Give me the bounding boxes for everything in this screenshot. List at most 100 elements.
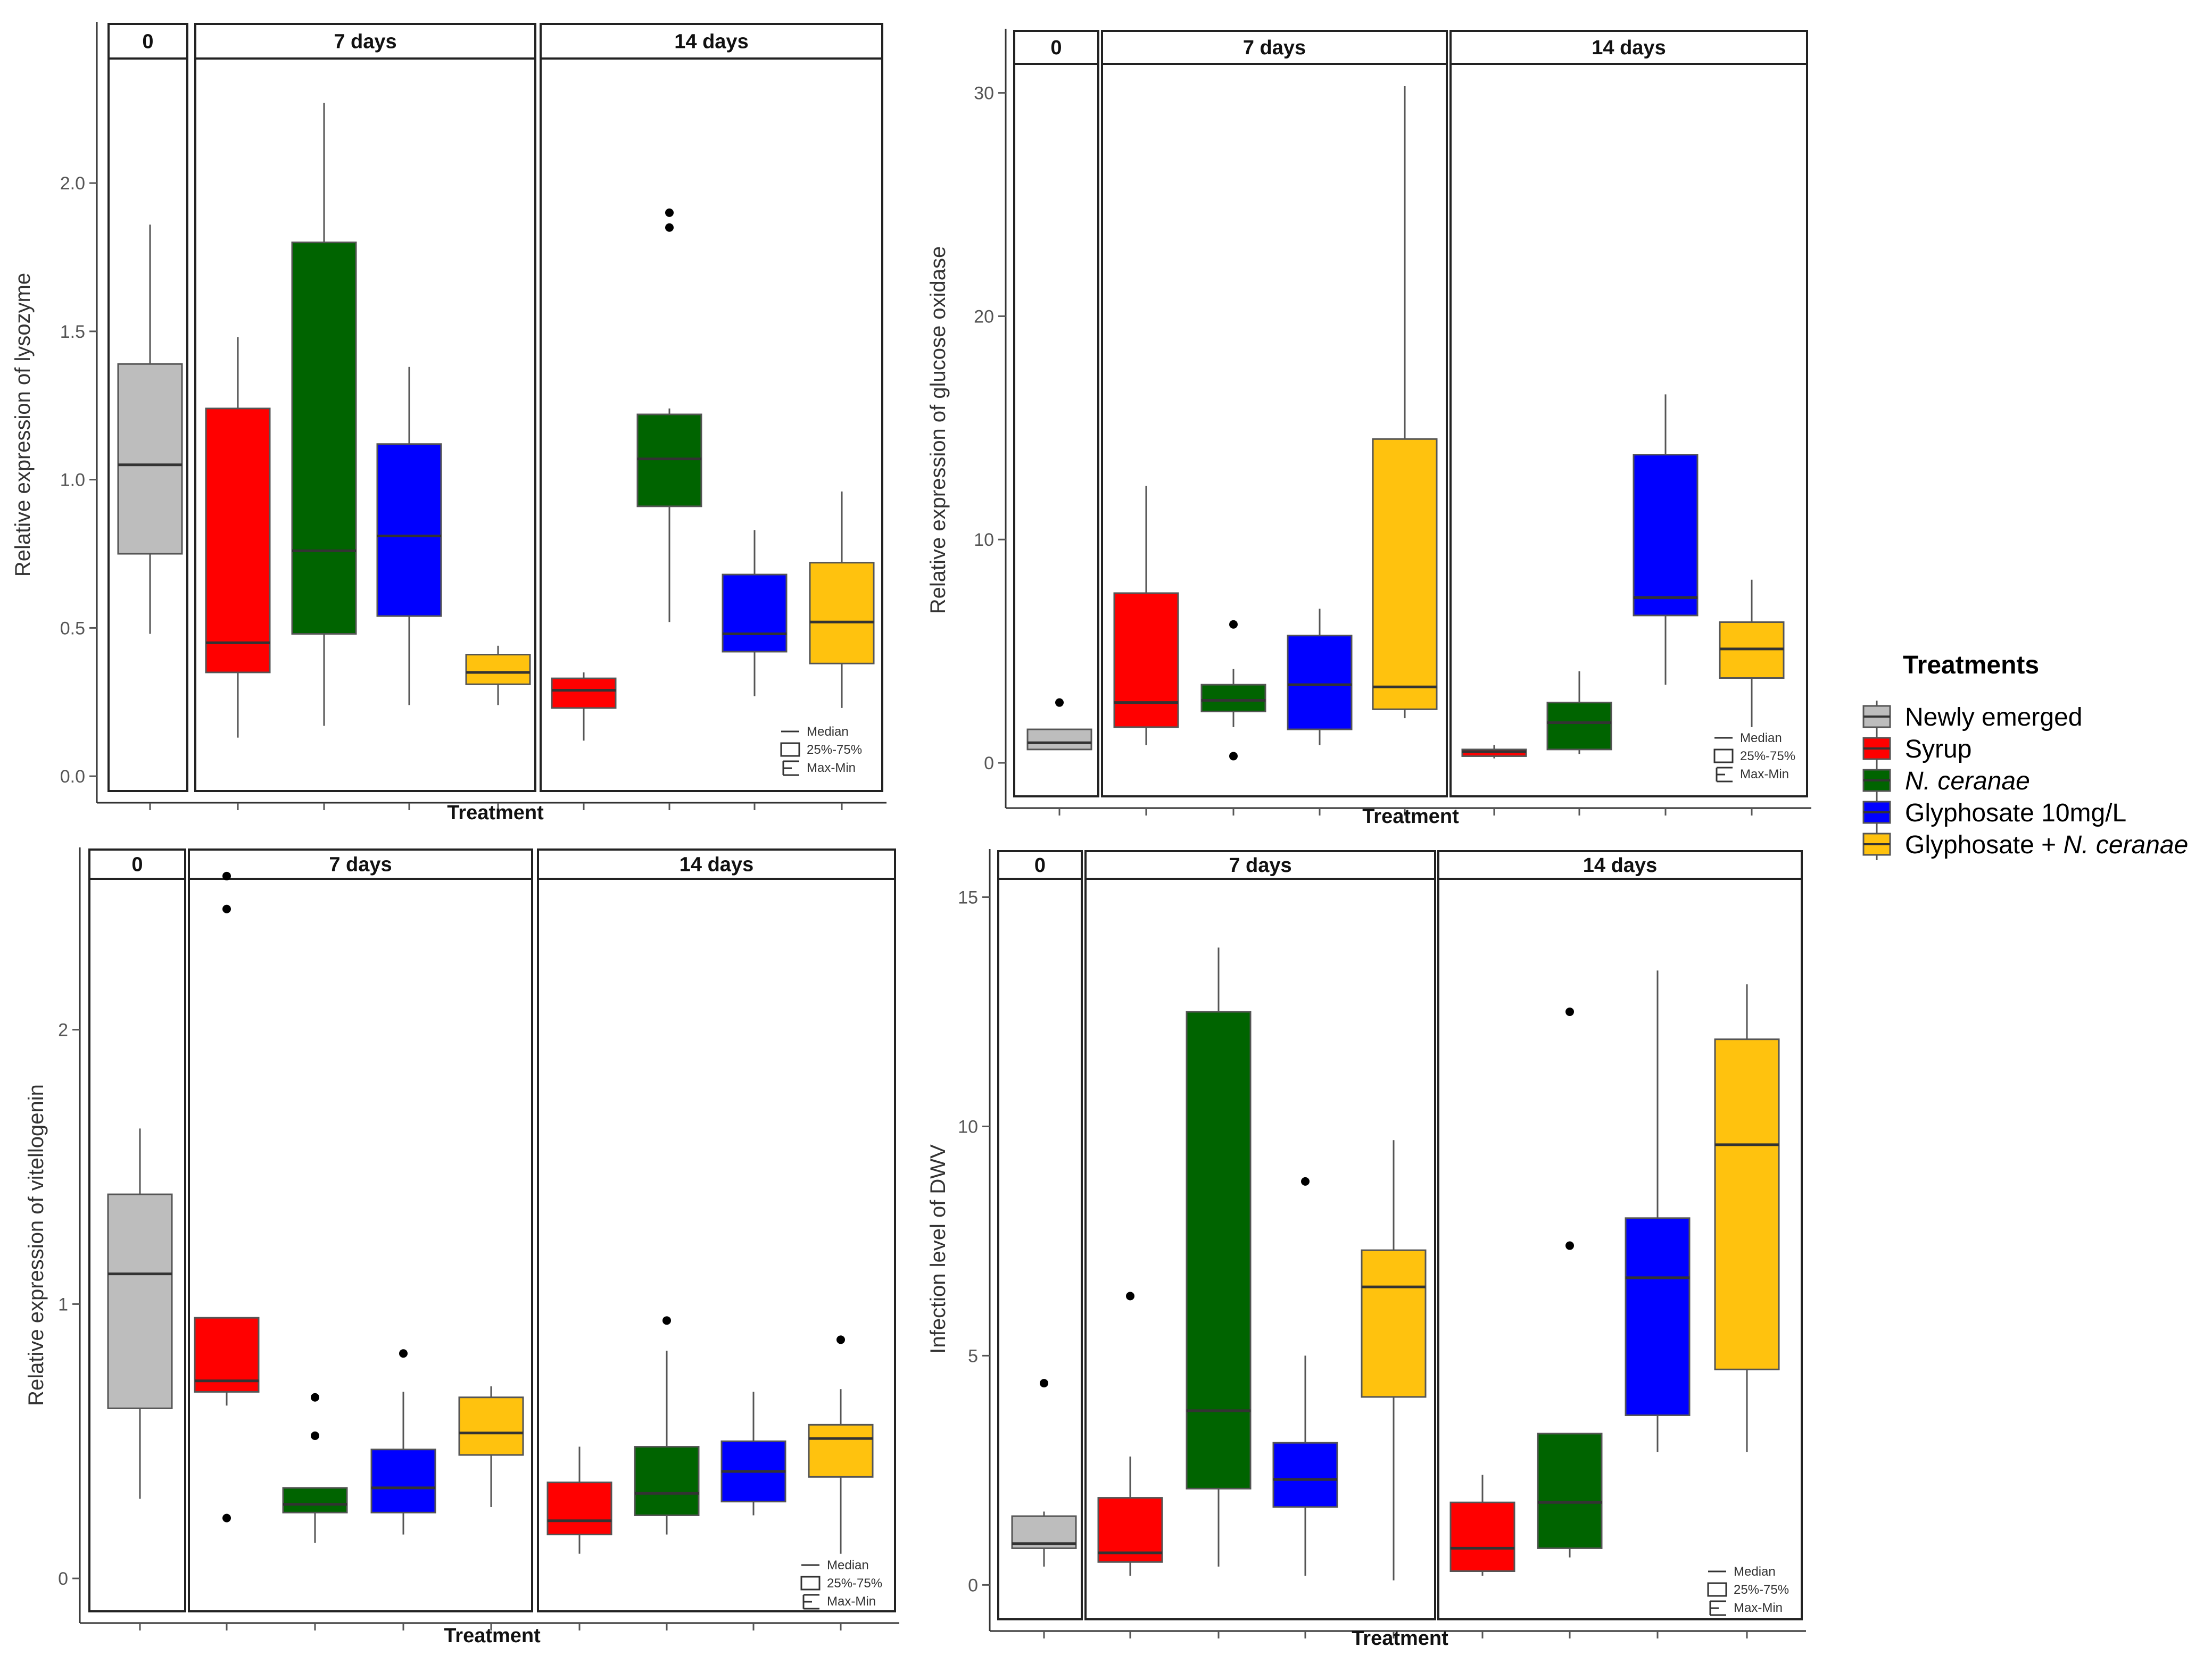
strip-day14-label: 14 days — [680, 854, 753, 876]
y-tick-label-1: 10 — [974, 530, 994, 550]
legend-item-syrup: Syrup — [1862, 733, 1971, 764]
outlier-point-1 — [665, 208, 674, 217]
y-tick-label-3: 30 — [974, 84, 994, 104]
key-iqr-label: 25%-75% — [1740, 749, 1795, 763]
box-glyphosate-n-ceranae-14-days — [1714, 984, 1780, 1452]
y-tick-label-3: 1.5 — [60, 322, 85, 342]
iqr-box — [291, 242, 357, 635]
key-range-label: Max-Min — [827, 1594, 876, 1609]
strip-day0-box — [88, 848, 186, 880]
outlier-point-0 — [1126, 1292, 1134, 1301]
box-newly-emerged-0 — [117, 224, 183, 634]
box-glyphosate-n-ceranae-7-days — [1361, 1140, 1427, 1580]
y-tick-label-3: 15 — [958, 887, 978, 908]
legend-label: N. ceranae — [1905, 767, 2030, 795]
box-glyphosate-n-ceranae-14-days — [808, 1335, 874, 1554]
key-median-label: Median — [1740, 731, 1782, 745]
y-tick-label-0: 0 — [968, 1575, 978, 1595]
outlier-point-0 — [399, 1349, 408, 1358]
legend-label: Newly emerged — [1905, 703, 2082, 731]
legend-label: Syrup — [1905, 735, 1971, 763]
y-tick-label-2: 10 — [958, 1117, 978, 1137]
legend-title: Treatments — [1903, 651, 2039, 679]
strip-day0-box — [107, 23, 188, 60]
iqr-box — [1449, 1501, 1515, 1572]
strip-day7-label: 7 days — [329, 854, 392, 876]
iqr-box — [1186, 1011, 1252, 1490]
box-syrup-7-days — [194, 871, 260, 1522]
box-syrup-14-days — [546, 1446, 612, 1554]
chart-lysozyme: 0 7 days 14 days 0.0 0.5 1.0 1.5 2.0 Relative ex… — [11, 22, 887, 824]
strip-day7-label: 7 days — [1229, 854, 1291, 877]
legend-item-glyphosate-10mg-l: Glyphosate 10mg/L — [1862, 796, 2126, 828]
y-tick-label-4: 2.0 — [60, 173, 85, 194]
iqr-box — [458, 1396, 524, 1456]
y-axis-label: Relative expression of vitellogenin — [24, 1084, 48, 1406]
box-n-ceranae-14-days — [1546, 671, 1612, 754]
iqr-box — [1537, 1433, 1603, 1549]
box-key: Median 25%-75% Max-Min — [1713, 731, 1795, 783]
box-n-ceranae-14-days — [1537, 1007, 1603, 1558]
outlier-point-0 — [1301, 1177, 1310, 1186]
box-key: Median 25%-75% Max-Min — [800, 1558, 882, 1610]
iqr-box — [1272, 1442, 1338, 1508]
box-glyphosate-10mg-l-7-days — [370, 1349, 436, 1535]
iqr-box — [1097, 1497, 1163, 1563]
key-range-label: Max-Min — [807, 761, 856, 775]
key-iqr-box — [800, 1576, 821, 1591]
legend: Treatments Newly emerged Syrup N. ceranae Gl… — [1862, 651, 2188, 860]
strip-day7-box — [194, 23, 536, 60]
outlier-point-1 — [1565, 1007, 1574, 1016]
x-axis-label: Treatment — [1362, 805, 1459, 828]
strip-day14-box — [540, 23, 883, 60]
outlier-point-0 — [222, 1513, 231, 1522]
strip-day14-box — [1449, 30, 1808, 65]
iqr-box — [636, 413, 702, 507]
strip-day0-label: 0 — [142, 31, 153, 53]
box-n-ceranae-14-days — [636, 208, 702, 622]
strip-day0-box — [997, 850, 1083, 880]
box-glyphosate-n-ceranae-14-days — [1719, 579, 1785, 727]
y-tick-label-1: 1 — [58, 1294, 68, 1314]
y-tick-label-1: 0.5 — [60, 618, 85, 638]
iqr-box — [194, 1317, 260, 1393]
facet-panel-0 — [997, 850, 1083, 1620]
iqr-box — [634, 1446, 700, 1516]
facet-panel-1 — [1084, 850, 1436, 1620]
box-syrup-14-days — [1449, 1475, 1515, 1576]
box-key: Median 25%-75% Max-Min — [780, 725, 862, 776]
key-iqr-label: 25%-75% — [807, 743, 862, 757]
facet-panel-1 — [188, 848, 533, 1612]
y-tick-label-0: 0 — [58, 1569, 68, 1589]
chart-glucose_oxidase: 0 7 days 14 days 0 10 20 30 Relative expression… — [926, 29, 1811, 828]
iqr-box — [1113, 592, 1179, 728]
strip-day0-label: 0 — [1034, 854, 1046, 877]
box-glyphosate-10mg-l-7-days — [1287, 609, 1353, 745]
iqr-box — [282, 1487, 348, 1513]
key-iqr-box — [780, 742, 800, 757]
y-tick-label-0: 0 — [984, 753, 994, 773]
box-syrup-14-days — [1461, 745, 1527, 759]
key-range-label: Max-Min — [1740, 767, 1789, 781]
facet-panel-0 — [1013, 30, 1099, 797]
iqr-box — [809, 562, 875, 664]
outlier-point-1 — [311, 1393, 319, 1402]
iqr-box — [1200, 684, 1266, 712]
box-syrup-7-days — [1113, 486, 1179, 745]
legend-label: Glyphosate + N. ceranae — [1905, 831, 2188, 859]
iqr-box — [1372, 438, 1438, 710]
strip-day14-label: 14 days — [674, 31, 748, 53]
box-glyphosate-n-ceranae-7-days — [465, 645, 531, 705]
iqr-box — [1287, 635, 1353, 730]
outlier-point-0 — [662, 1316, 671, 1325]
y-tick-label-2: 2 — [58, 1020, 68, 1041]
iqr-box — [1714, 1038, 1780, 1370]
key-median-label: Median — [827, 1558, 869, 1573]
key-iqr-box — [1707, 1582, 1727, 1597]
key-median-label: Median — [1734, 1565, 1776, 1579]
strip-day14-box — [537, 848, 896, 880]
box-glyphosate-10mg-l-7-days — [1272, 1177, 1338, 1576]
y-axis-label: Relative expression of glucose oxidase — [926, 246, 950, 614]
key-iqr-box — [1713, 748, 1734, 763]
legend-item-n-ceranae: N. ceranae — [1862, 764, 2030, 796]
